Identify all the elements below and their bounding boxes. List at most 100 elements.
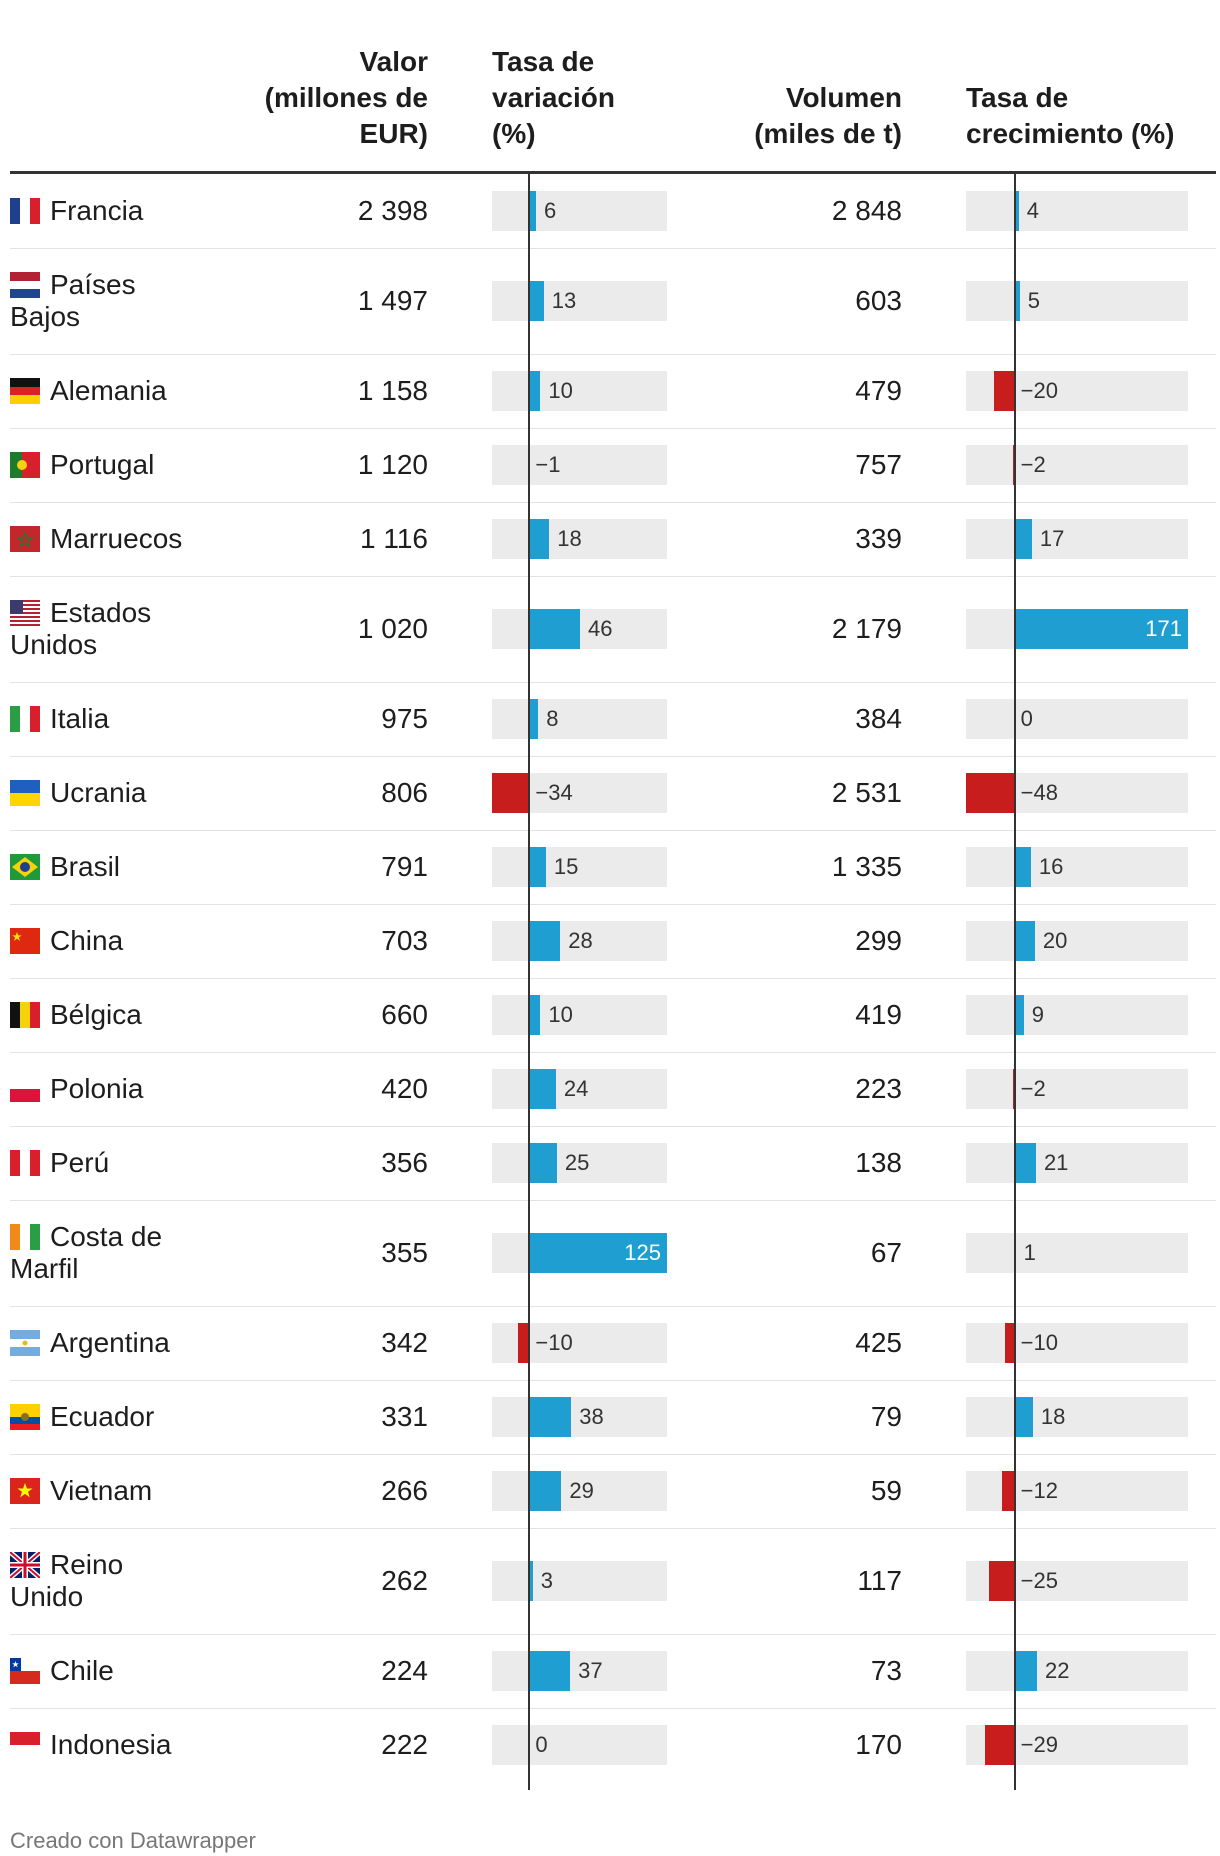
tasa-crecimiento-value-label: 5 [1027,288,1040,313]
tasa-variacion-bar [529,1397,572,1437]
valor-cell: 2 398 [357,195,428,226]
tasa-variacion-bar [529,699,539,739]
tasa-variacion-track [492,1143,667,1183]
volumen-cell: 425 [855,1327,902,1358]
flag-vietnam-icon [10,1478,40,1504]
header-volumen-line: (miles de t) [754,118,902,149]
country-name-line: Ecuador [50,1401,155,1432]
row-separator [10,1200,1216,1201]
tasa-variacion-value-label: 25 [564,1150,590,1175]
valor-cell: 660 [381,999,428,1030]
row-separator [10,1126,1216,1127]
valor-cell: 703 [381,925,428,956]
tasa-variacion-bar [529,1561,533,1601]
valor-cell: 1 116 [360,523,428,554]
tasa-variacion-value-label: 38 [579,1404,604,1429]
country-name: Países Bajos [10,269,210,333]
tasa-variacion-value-label: 46 [588,616,613,641]
country-name: Ecuador [10,1401,210,1433]
row-separator [10,428,1216,429]
tasa-crecimiento-value-label: −12 [1020,1478,1058,1503]
tasa-crecimiento-bar [985,1725,1015,1765]
tasa-variacion-value-label: 15 [553,854,579,879]
tasa-crecimiento-bar [966,773,1015,813]
country-name-line: Bélgica [50,999,142,1030]
valor-cell: 266 [381,1475,428,1506]
tasa-crecimiento-bar [1014,519,1032,559]
tasa-variacion-track [492,371,667,411]
header-rule [10,171,1216,174]
tasa-variacion-track [492,847,667,887]
valor-cell: 806 [381,777,428,808]
country-name: Marruecos [10,523,210,555]
country-name: Portugal [10,449,210,481]
header-tasa-variacion-line: (%) [492,118,536,149]
flag-france-icon [10,198,40,224]
country-name-line: Marruecos [50,523,183,554]
tasa-crecimiento-bar [1014,847,1031,887]
tasa-variacion-bar [529,281,544,321]
tasa-crecimiento-bar [1002,1471,1015,1511]
tasa-crecimiento-track [966,1471,1188,1511]
volumen-cell: 2 531 [831,777,902,808]
header-valor-line: EUR) [359,118,428,149]
tasa-variacion-value-label: 10 [548,378,573,403]
country-name-line: Bajos [10,301,81,332]
tasa-variacion-value-label: −1 [535,452,561,477]
tasa-variacion-bar [529,995,541,1035]
row-separator [10,904,1216,905]
tasa-crecimiento-value-label: −20 [1020,378,1058,403]
row-separator [10,1454,1216,1455]
tasa-crecimiento-value-label: −2 [1020,1076,1046,1101]
volumen-cell: 223 [855,1073,902,1104]
valor-cell: 355 [381,1237,428,1268]
tasa-crecimiento-value-label: 20 [1042,928,1068,953]
tasa-variacion-value-label: 8 [546,706,559,731]
tasa-crecimiento-track [966,281,1188,321]
country-name: Bélgica [10,999,210,1031]
tasa-crecimiento-bar [1014,1651,1037,1691]
flag-chile-icon [10,1658,40,1684]
country-name: Vietnam [10,1475,210,1507]
row-separator [10,830,1216,831]
country-name: Italia [10,703,210,735]
tasa-variacion-track [492,699,667,739]
country-name-line: Marfil [10,1253,79,1284]
flag-italy-icon [10,706,40,732]
tasa-variacion-value-label: 13 [551,288,577,313]
tasa-crecimiento-value-label: −10 [1020,1330,1058,1355]
flag-ivory-coast-icon [10,1224,40,1250]
header-valor-line: (millones de [264,82,428,113]
valor-cell: 224 [381,1655,428,1686]
tasa-crecimiento-bar [1014,1397,1033,1437]
tasa-variacion-bar [529,191,536,231]
header-tasa-crecimiento-line: Tasa de [966,82,1069,113]
tasa-variacion-track [492,1725,667,1765]
header-tasa-variacion-line: Tasa de [492,46,595,77]
tasa-crecimiento-value-label: 4 [1026,198,1039,223]
tasa-crecimiento-bar [989,1561,1015,1601]
valor-cell: 1 020 [357,613,428,644]
valor-cell: 331 [381,1401,428,1432]
flag-netherlands-icon [10,272,40,298]
flag-belgium-icon [10,1002,40,1028]
tasa-crecimiento-value-label: −48 [1020,780,1058,805]
country-name-line: Ucrania [50,777,147,808]
country-name-line: Unidos [10,629,98,660]
volumen-cell: 479 [855,375,902,406]
tasa-crecimiento-track [966,921,1188,961]
header-tasa-variacion: Tasa de variación (%) [492,44,692,152]
volumen-cell: 2 848 [831,195,902,226]
tasa-variacion-value-label: 10 [548,1002,573,1027]
country-name: Chile [10,1655,210,1687]
country-name: Indonesia [10,1729,210,1761]
tasa-crecimiento-bar [1014,921,1035,961]
flag-ecuador-icon [10,1404,40,1430]
tasa-variacion-track [492,995,667,1035]
volumen-cell: 67 [870,1237,902,1268]
country-name: Polonia [10,1073,210,1105]
country-name: Reino Unido [10,1549,210,1613]
footer-credit: Creado con Datawrapper [10,1828,256,1853]
tasa-crecimiento-value-label: −29 [1020,1732,1058,1757]
tasa-crecimiento-bar [1014,281,1020,321]
